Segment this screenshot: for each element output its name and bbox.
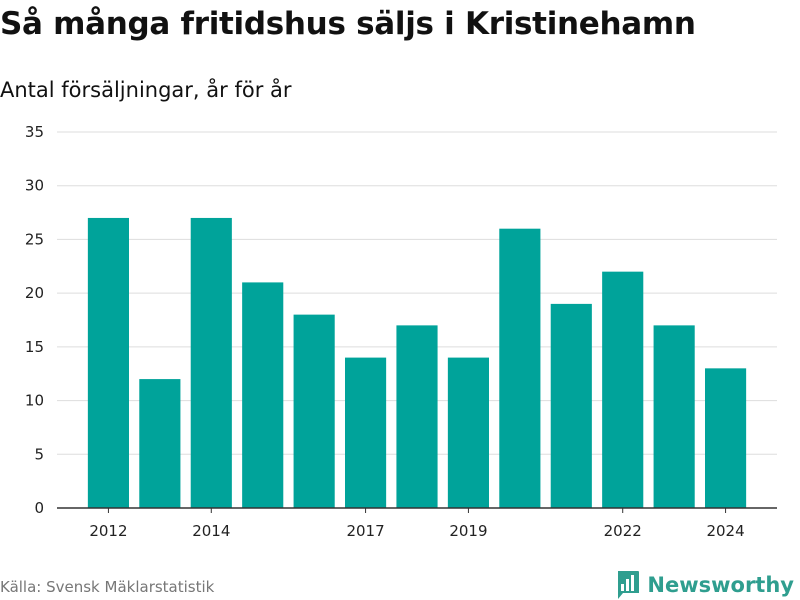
- y-tick-label: 25: [25, 230, 44, 248]
- y-tick-label: 5: [34, 445, 44, 463]
- x-tick-label: 2012: [89, 522, 127, 540]
- y-tick-label: 0: [34, 499, 44, 517]
- bar-2013: [139, 379, 181, 508]
- y-tick-label: 10: [25, 392, 44, 410]
- bar-2014: [190, 217, 232, 508]
- bar-2020: [499, 228, 541, 508]
- chart-title: Så många fritidshus säljs i Kristinehamn: [0, 6, 696, 42]
- chart-subtitle: Antal försäljningar, år för år: [0, 78, 292, 102]
- bar-2018: [396, 325, 438, 508]
- bar-2017: [345, 357, 387, 508]
- x-tick-label: 2022: [604, 522, 642, 540]
- bar-2023: [653, 325, 695, 508]
- x-axis-ticks: 2012 2014 2017 2019 2022 2024: [89, 508, 745, 540]
- bar-chart: 0 5 10 15 20 25 30 35 2012 2014 2017 2019 2022 2024: [25, 123, 777, 540]
- y-tick-label: 35: [25, 123, 44, 141]
- bar-2022: [602, 271, 644, 508]
- bar-2016: [293, 314, 335, 508]
- y-axis-ticks: 0 5 10 15 20 25 30 35: [25, 123, 44, 517]
- brand-name: Newsworthy: [647, 573, 794, 597]
- bars: [87, 217, 747, 508]
- bar-2021: [550, 303, 592, 508]
- x-tick-label: 2024: [706, 522, 744, 540]
- y-tick-label: 15: [25, 338, 44, 356]
- y-tick-label: 20: [25, 284, 44, 302]
- bar-2024: [705, 368, 747, 508]
- bar-2015: [242, 282, 284, 508]
- bar-2012: [87, 217, 129, 508]
- bar-chart-badge-icon: [618, 571, 640, 599]
- y-tick-label: 30: [25, 177, 44, 195]
- x-tick-label: 2017: [346, 522, 384, 540]
- brand-logo: Newsworthy: [616, 570, 794, 600]
- x-tick-label: 2019: [449, 522, 487, 540]
- x-tick-label: 2014: [192, 522, 230, 540]
- bar-2019: [447, 357, 489, 508]
- source-note: Källa: Svensk Mäklarstatistik: [0, 578, 215, 596]
